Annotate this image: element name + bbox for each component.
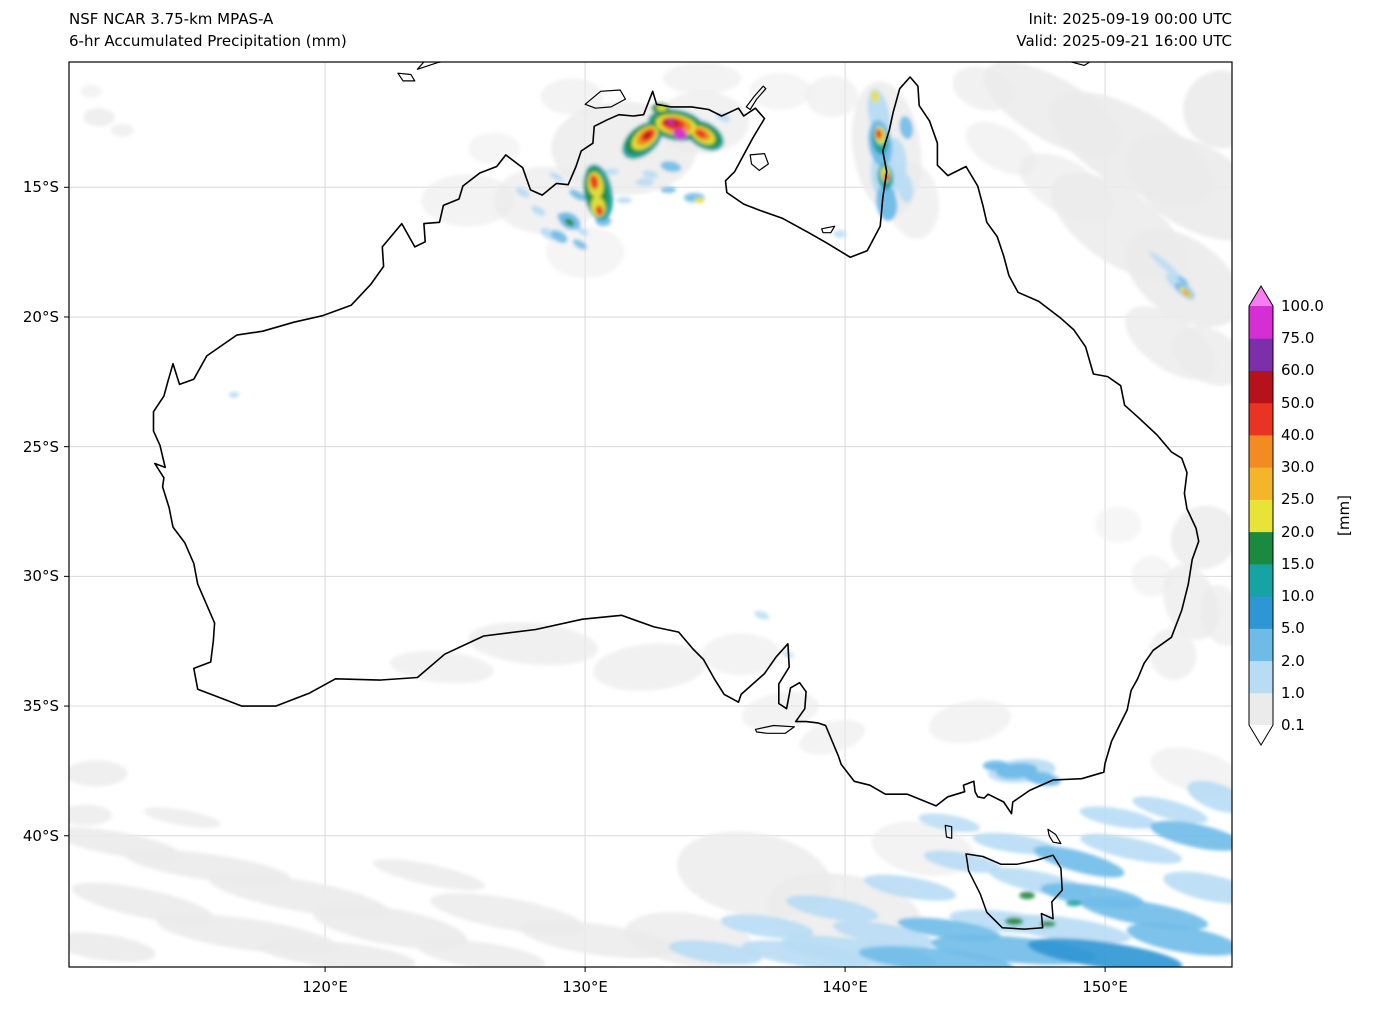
colorbar-tick-label: 20.0 — [1281, 522, 1315, 541]
y-tick-label: 40°S — [22, 826, 59, 845]
colorbar-segment — [1249, 692, 1273, 726]
colorbar-outline — [1248, 285, 1274, 746]
model-title: NSF NCAR 3.75-km MPAS-A — [69, 10, 274, 28]
colorbar-segment — [1249, 467, 1273, 500]
colorbar-tick-label: 1.0 — [1281, 683, 1305, 702]
island-coastline — [584, 89, 626, 109]
precip-field — [69, 62, 1232, 967]
x-tick-label: 130°E — [562, 978, 608, 996]
colorbar-unit-label: [mm] — [1335, 495, 1353, 536]
header-left: NSF NCAR 3.75-km MPAS-A 6-hr Accumulated… — [69, 8, 347, 52]
colorbar-segment — [1249, 596, 1273, 629]
init-time-label: Init: 2025-09-19 00:00 UTC — [1028, 10, 1232, 28]
colorbar-segment — [1249, 306, 1273, 339]
colorbar-tick-label: 0.1 — [1281, 716, 1305, 734]
colorbar-segment — [1249, 370, 1273, 404]
australia-coastline — [152, 76, 1200, 815]
colorbar-segment — [1249, 402, 1273, 436]
header-right: Init: 2025-09-19 00:00 UTC Valid: 2025-0… — [1016, 8, 1232, 52]
colorbar-tick-label: 50.0 — [1281, 393, 1315, 412]
island-coastline — [821, 225, 836, 234]
x-tick-label: 120°E — [302, 978, 348, 996]
colorbar-segment — [1249, 660, 1273, 694]
y-tick-label: 25°S — [22, 437, 59, 456]
valid-time-label: Valid: 2025-09-21 16:00 UTC — [1016, 32, 1232, 50]
coastlines — [152, 62, 1200, 930]
colorbar-tick-label: 25.0 — [1281, 490, 1315, 509]
colorbar-segment — [1249, 434, 1273, 468]
colorbar-tick-label: 2.0 — [1281, 651, 1305, 670]
plot-border — [68, 61, 1233, 968]
island-coastline — [1047, 828, 1062, 845]
island-coastline — [749, 153, 769, 171]
x-tick-label: 140°E — [822, 978, 868, 996]
colorbar-tick-label: 75.0 — [1281, 329, 1315, 348]
colorbar-tick-label: 40.0 — [1281, 425, 1315, 444]
island-coastline — [754, 724, 795, 734]
y-tick-label: 20°S — [22, 307, 59, 326]
x-tick-label: 150°E — [1082, 978, 1128, 996]
island-coastline — [745, 85, 767, 111]
y-tick-label: 15°S — [22, 178, 59, 197]
colorbar-under-arrow — [1249, 725, 1273, 745]
colorbar-tick-label: 10.0 — [1281, 587, 1315, 606]
colorbar-tick-label: 5.0 — [1281, 619, 1305, 638]
colorbar-tick-label: 15.0 — [1281, 554, 1315, 573]
colorbar-segment — [1249, 563, 1273, 597]
colorbar-segment — [1249, 628, 1273, 662]
island-coastline — [416, 62, 444, 70]
colorbar-tick-label: 100.0 — [1281, 297, 1324, 315]
colorbar-tick-label: 30.0 — [1281, 458, 1315, 477]
colorbar-tick-label: 60.0 — [1281, 361, 1315, 380]
product-title: 6-hr Accumulated Precipitation (mm) — [69, 32, 347, 50]
colorbar-over-arrow — [1249, 286, 1273, 306]
colorbar-segment — [1249, 531, 1273, 565]
colorbar-segment — [1249, 338, 1273, 371]
y-tick-label: 30°S — [22, 567, 59, 586]
island-coastline — [397, 72, 416, 82]
colorbar-segment — [1249, 499, 1273, 533]
y-tick-label: 35°S — [22, 697, 59, 716]
tasmania-coastline — [965, 853, 1063, 930]
island-coastline — [944, 824, 953, 839]
